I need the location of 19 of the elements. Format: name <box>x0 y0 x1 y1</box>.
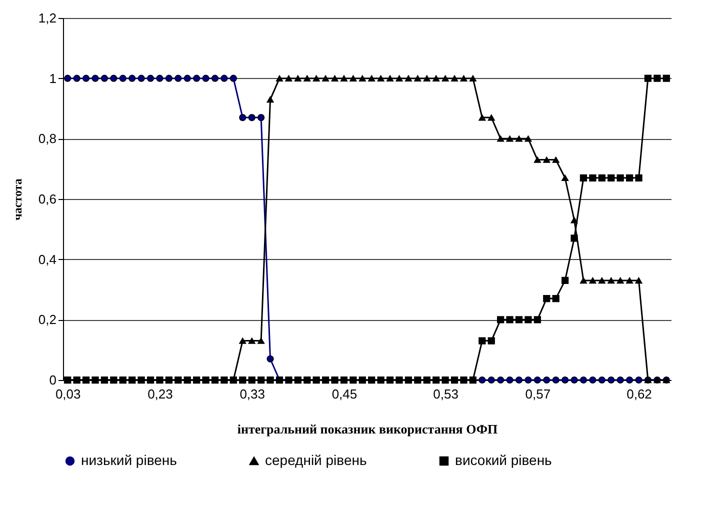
x-tick-label: 0,53 <box>433 386 458 402</box>
y-axis-title: частота <box>10 178 24 220</box>
legend-label: середній рівень <box>265 452 367 468</box>
x-tick-label: 0,33 <box>240 386 266 402</box>
y-tick-label: 0,2 <box>38 312 56 328</box>
y-tick-label: 1,2 <box>38 10 56 26</box>
y-tick-label: 0,4 <box>38 252 56 267</box>
x-tick-label: 0,57 <box>525 386 551 402</box>
y-tick-label: 0,8 <box>38 131 56 146</box>
legend-label: високий рівень <box>455 452 552 468</box>
legend-label: низький рівень <box>81 452 177 468</box>
y-tick-label: 0,6 <box>38 192 56 206</box>
x-tick-label: 0,23 <box>148 386 173 402</box>
x-tick-label: 0,45 <box>332 386 358 402</box>
y-tick-label: 0 <box>49 372 56 388</box>
x-tick-label: 0,03 <box>55 386 81 402</box>
x-tick-label: 0,62 <box>626 386 652 402</box>
y-tick-label: 1 <box>49 70 56 86</box>
x-axis-title: інтегральний показник використання ОФП <box>237 422 498 436</box>
